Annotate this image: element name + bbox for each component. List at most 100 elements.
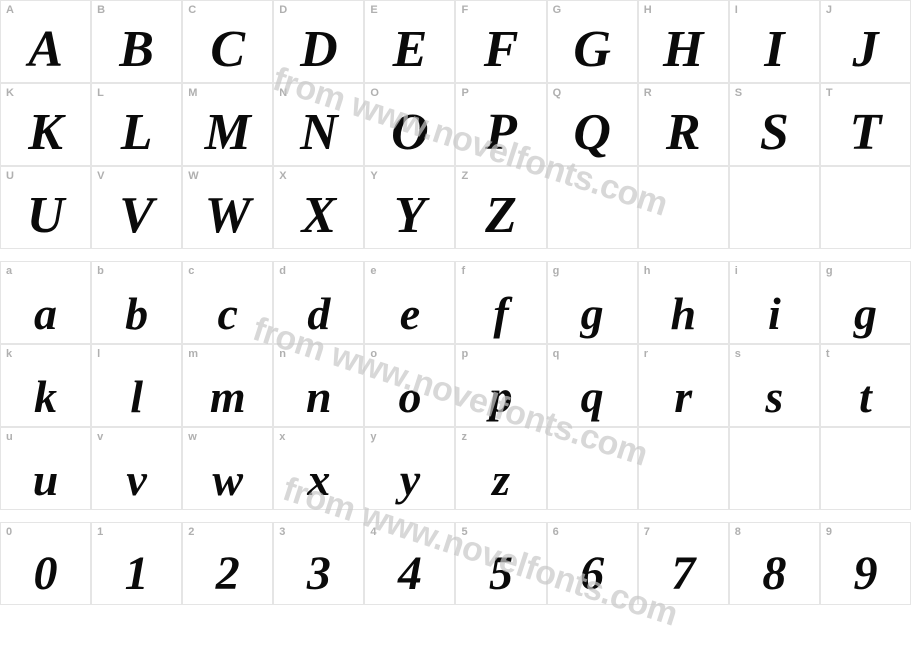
uppercase-cell xyxy=(547,166,638,249)
uppercase-label: L xyxy=(97,87,104,99)
digit-glyph: 8 xyxy=(730,550,819,598)
digit-cell: 88 xyxy=(729,522,820,605)
uppercase-glyph: N xyxy=(274,107,363,159)
digit-glyph: 6 xyxy=(548,550,637,598)
uppercase-cell: FF xyxy=(455,0,546,83)
digit-cell: 00 xyxy=(0,522,91,605)
uppercase-cell: HH xyxy=(638,0,729,83)
digit-glyph: 3 xyxy=(274,550,363,598)
uppercase-glyph: C xyxy=(183,24,272,76)
lowercase-label: y xyxy=(370,431,376,443)
lowercase-label: a xyxy=(6,265,12,277)
lowercase-cell: nn xyxy=(273,344,364,427)
digit-cell: 33 xyxy=(273,522,364,605)
lowercase-glyph: b xyxy=(92,291,181,337)
uppercase-glyph: Q xyxy=(548,107,637,159)
uppercase-cell: RR xyxy=(638,83,729,166)
uppercase-cell: AA xyxy=(0,0,91,83)
lowercase-cell: uu xyxy=(0,427,91,510)
uppercase-glyph: U xyxy=(1,190,90,242)
uppercase-label: Z xyxy=(461,170,468,182)
lowercase-cell xyxy=(547,427,638,510)
lowercase-glyph: r xyxy=(639,374,728,420)
digit-glyph: 1 xyxy=(92,550,181,598)
uppercase-label: W xyxy=(188,170,198,182)
lowercase-glyph: s xyxy=(730,374,819,420)
lowercase-glyph: f xyxy=(456,291,545,337)
digit-cell: 55 xyxy=(455,522,546,605)
uppercase-cell xyxy=(729,166,820,249)
lowercase-glyph: i xyxy=(730,291,819,337)
lowercase-label: v xyxy=(97,431,103,443)
uppercase-glyph: B xyxy=(92,24,181,76)
uppercase-label: K xyxy=(6,87,14,99)
uppercase-grid: AABBCCDDEEFFGGHHIIJJKKLLMMNNOOPPQQRRSSTT… xyxy=(0,0,911,249)
lowercase-cell: tt xyxy=(820,344,911,427)
lowercase-cell: ii xyxy=(729,261,820,344)
lowercase-label: h xyxy=(644,265,651,277)
uppercase-glyph: D xyxy=(274,24,363,76)
lowercase-glyph: y xyxy=(365,457,454,503)
uppercase-label: R xyxy=(644,87,652,99)
lowercase-label: w xyxy=(188,431,197,443)
uppercase-cell xyxy=(820,166,911,249)
digit-cell: 22 xyxy=(182,522,273,605)
uppercase-cell: XX xyxy=(273,166,364,249)
digit-label: 6 xyxy=(553,526,559,538)
uppercase-glyph: S xyxy=(730,107,819,159)
uppercase-glyph: T xyxy=(821,107,910,159)
uppercase-label: U xyxy=(6,170,14,182)
lowercase-glyph: g xyxy=(548,291,637,337)
digit-label: 4 xyxy=(370,526,376,538)
digit-glyph: 4 xyxy=(365,550,454,598)
lowercase-label: o xyxy=(370,348,377,360)
digit-cell: 44 xyxy=(364,522,455,605)
lowercase-glyph: l xyxy=(92,374,181,420)
lowercase-label: p xyxy=(461,348,468,360)
uppercase-label: S xyxy=(735,87,742,99)
uppercase-label: B xyxy=(97,4,105,16)
lowercase-label: i xyxy=(735,265,738,277)
uppercase-glyph: I xyxy=(730,24,819,76)
lowercase-cell: kk xyxy=(0,344,91,427)
lowercase-label: q xyxy=(553,348,560,360)
lowercase-label: n xyxy=(279,348,286,360)
lowercase-glyph: v xyxy=(92,457,181,503)
digit-glyph: 0 xyxy=(1,550,90,598)
uppercase-cell xyxy=(638,166,729,249)
lowercase-glyph: q xyxy=(548,374,637,420)
lowercase-glyph: h xyxy=(639,291,728,337)
spacer xyxy=(0,249,911,261)
lowercase-cell: pp xyxy=(455,344,546,427)
spacer xyxy=(0,510,911,522)
digit-cell: 77 xyxy=(638,522,729,605)
uppercase-cell: SS xyxy=(729,83,820,166)
digit-label: 0 xyxy=(6,526,12,538)
uppercase-cell: JJ xyxy=(820,0,911,83)
lowercase-cell: gg xyxy=(547,261,638,344)
uppercase-cell: CC xyxy=(182,0,273,83)
digit-cell: 11 xyxy=(91,522,182,605)
uppercase-cell: II xyxy=(729,0,820,83)
digit-glyph: 7 xyxy=(639,550,728,598)
uppercase-cell: MM xyxy=(182,83,273,166)
digit-glyph: 9 xyxy=(821,550,910,598)
uppercase-cell: TT xyxy=(820,83,911,166)
uppercase-glyph: O xyxy=(365,107,454,159)
uppercase-cell: BB xyxy=(91,0,182,83)
uppercase-cell: PP xyxy=(455,83,546,166)
lowercase-label: k xyxy=(6,348,12,360)
uppercase-glyph: W xyxy=(183,190,272,242)
uppercase-label: V xyxy=(97,170,104,182)
uppercase-cell: WW xyxy=(182,166,273,249)
uppercase-label: P xyxy=(461,87,468,99)
digit-glyph: 2 xyxy=(183,550,272,598)
lowercase-cell: ee xyxy=(364,261,455,344)
uppercase-glyph: H xyxy=(639,24,728,76)
uppercase-cell: ZZ xyxy=(455,166,546,249)
lowercase-cell xyxy=(638,427,729,510)
uppercase-label: A xyxy=(6,4,14,16)
lowercase-cell: ll xyxy=(91,344,182,427)
lowercase-label: e xyxy=(370,265,376,277)
digit-label: 9 xyxy=(826,526,832,538)
